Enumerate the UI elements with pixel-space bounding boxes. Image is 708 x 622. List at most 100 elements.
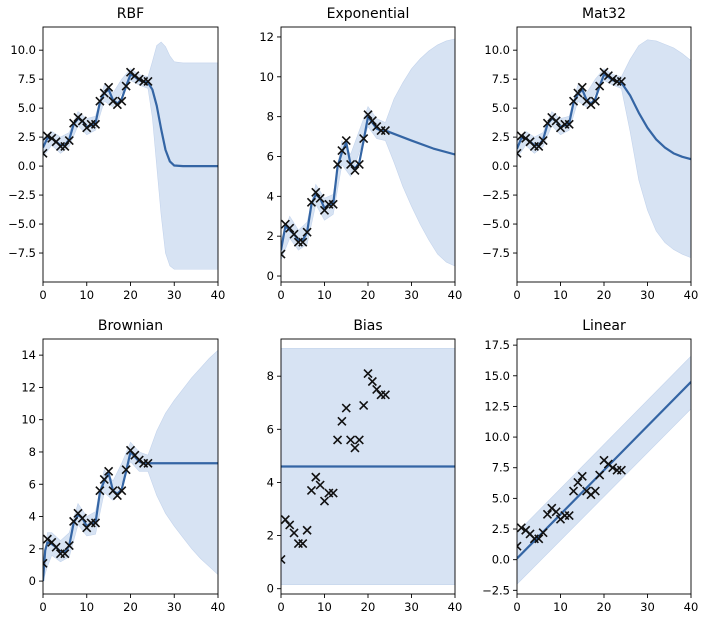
y-tick-label: 15.0 [484,369,510,383]
y-tick-label: 4 [267,475,274,489]
y-tick-label: 2 [29,542,36,556]
observation-marker [104,466,114,476]
x-tick-label: 20 [123,288,138,302]
y-tick-label: 7.5 [492,72,510,86]
y-tick-label: 7.5 [18,72,36,86]
plot-area [281,348,455,585]
observation-marker [328,199,338,209]
plot-area [517,355,691,585]
x-tick-label: 40 [211,288,226,302]
observation-marker [43,148,48,158]
x-tick-label: 40 [684,288,699,302]
x-tick-label: 20 [597,288,612,302]
panel-bias: 0 10 20 30 40 0 2 4 6 8 Bias [267,318,463,614]
observation-marker [564,119,574,129]
observation-marker [551,116,561,126]
x-tick-label: 40 [211,600,226,614]
y-tick-label: 10 [259,70,274,84]
observation-marker [363,368,373,379]
observation-marker [595,81,605,91]
panel-title: Bias [353,318,382,334]
plot-area [517,39,691,258]
y-tick-label: 5.0 [492,491,510,505]
observation-marker [608,463,618,473]
x-tick-label: 20 [597,600,612,614]
observation-marker [534,534,544,544]
x-tick-label: 0 [39,600,46,614]
observation-marker [542,509,553,519]
x-tick-label: 20 [361,288,376,302]
observation-marker [517,131,526,141]
observation-marker [315,193,325,203]
observation-marker [332,159,343,170]
y-tick-label: 10.0 [10,43,36,57]
y-tick-label: 12.5 [484,399,510,413]
y-tick-label: 10.0 [484,430,510,444]
observation-marker [143,458,153,468]
observation-marker [121,465,131,475]
y-tick-label: −7.5 [482,246,510,260]
y-tick-label: 14 [21,348,36,362]
observation-marker [577,471,587,481]
observation-marker [77,116,87,126]
observation-marker [341,135,351,146]
x-tick-label: 30 [404,288,419,302]
plot-area [43,349,218,582]
y-tick-label: 6 [29,477,36,491]
observation-marker [590,96,600,106]
observation-marker [380,390,390,400]
observation-marker [302,525,312,535]
observation-marker [281,249,286,259]
observation-marker [616,76,626,87]
observation-marker [573,88,583,98]
y-tick-label: 6 [267,149,274,163]
panel-title: Linear [582,318,626,334]
y-tick-label: −5.0 [8,217,36,231]
y-tick-label: 12 [259,30,274,44]
x-tick-label: 0 [277,600,284,614]
y-tick-label: 2 [267,229,274,243]
x-tick-label: 30 [640,600,655,614]
x-tick-label: 30 [167,600,182,614]
observation-marker [341,403,351,413]
observation-marker [346,435,356,445]
observation-marker [359,133,369,144]
observation-marker [568,96,579,106]
observation-marker [380,126,390,136]
x-tick-label: 10 [553,288,568,302]
y-tick-label: 0.0 [492,553,510,567]
observation-marker [608,74,618,84]
observation-marker [64,541,74,551]
confidence-band [517,39,691,258]
y-tick-label: 2 [267,529,274,543]
y-tick-label: 0.0 [492,159,510,173]
panel-title: RBF [117,6,144,22]
x-tick-label: 30 [167,288,182,302]
observation-marker [43,558,48,568]
observation-marker [121,81,131,91]
observation-marker [337,145,347,156]
y-tick-label: −5.0 [482,217,510,231]
observation-marker [346,159,356,170]
y-tick-label: 0 [267,269,274,283]
x-tick-label: 20 [123,600,138,614]
y-tick-label: 12 [21,380,36,394]
y-tick-label: 4 [267,189,274,203]
y-tick-label: 2.5 [18,130,36,144]
x-tick-label: 10 [79,288,94,302]
observation-marker [285,223,295,233]
observation-marker [595,470,605,480]
y-tick-label: 5.0 [18,101,36,115]
y-tick-label: 4 [29,510,36,524]
x-tick-label: 40 [448,288,463,302]
observation-marker [311,187,321,197]
observation-marker [577,82,587,92]
observation-marker [43,534,52,544]
observation-marker [90,119,101,129]
observation-marker [534,141,544,151]
observation-marker [285,520,295,530]
x-tick-label: 10 [317,600,332,614]
panel-rbf: 0 10 20 30 40 −7.5 −5.0 −2.5 0.0 2.5 5.0 7.5 10.0 RBF [8,6,225,302]
observation-marker [568,486,579,496]
observation-marker [298,237,308,247]
